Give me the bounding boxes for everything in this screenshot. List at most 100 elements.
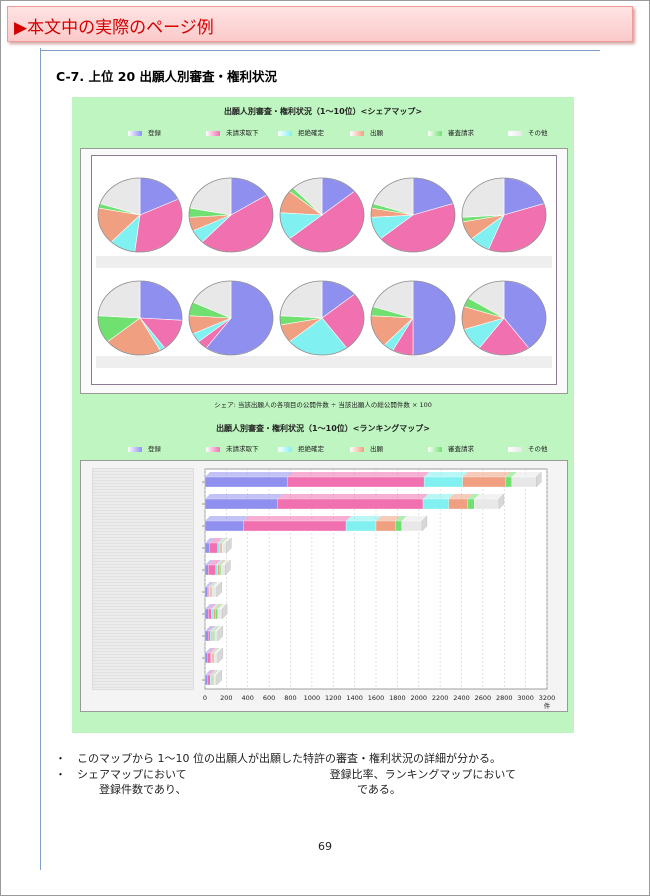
share-map-inner (91, 155, 557, 385)
top-rule (40, 50, 600, 51)
x-tick-label: 1600 (368, 694, 385, 702)
bar-segment (204, 498, 278, 510)
legend-item: 審査請求 (428, 127, 474, 137)
legend-label: 出願 (370, 129, 383, 137)
x-tick-label: 2000 (410, 694, 427, 702)
bar-segment-top (376, 516, 401, 521)
bar-segment-top (210, 582, 217, 587)
share-map-box (80, 148, 568, 394)
x-tick-label: 2400 (453, 694, 470, 702)
bar-segment-top (287, 472, 430, 477)
legend-swatch (350, 130, 364, 136)
legend-item: 審査請求 (428, 443, 474, 453)
bar-segment (423, 476, 463, 488)
bar-segment (210, 652, 213, 664)
x-tick-label: 600 (263, 694, 275, 702)
bar-segment-top (205, 648, 213, 653)
bar-segment (505, 476, 512, 488)
legend-label: 拒絶確定 (298, 129, 324, 137)
bar-segment-top (243, 516, 352, 521)
pie-chart (188, 280, 274, 356)
bar-segment-top (213, 670, 222, 675)
bar-end-cap (421, 515, 428, 532)
x-tick-label: 2200 (432, 694, 449, 702)
bar-segment (422, 498, 449, 510)
legend-label: 登録 (148, 445, 161, 453)
legend-swatch (206, 130, 220, 136)
share-note: シェア: 当該出願人の各項目の公開件数 ÷ 当該出願人の総公開件数 × 100 (214, 401, 432, 409)
x-tick-label: 800 (284, 694, 296, 702)
bar-segment (212, 630, 214, 642)
pie-slice (139, 280, 183, 321)
bar-segment-top (401, 516, 427, 521)
bar-segment-top (221, 560, 231, 565)
bullet-item: 登録件数であり、 である。 (55, 783, 401, 796)
bar-segment-top (205, 472, 293, 477)
bar-segment (220, 564, 226, 576)
bar-segment-top (209, 582, 216, 587)
pie-chart (188, 177, 274, 253)
legend-label: 拒絶確定 (298, 445, 324, 453)
section-title: C-7. 上位 20 出願人別審査・権利状況 (56, 69, 278, 84)
bar-segment-top (221, 538, 228, 543)
bar-segment-top (211, 604, 219, 609)
bar-segment-top (217, 604, 228, 609)
bar-segment-top (211, 582, 222, 587)
ranking-chart-title: 出願人別審査・権利状況（1～10位）<ランキングマップ> (216, 424, 430, 433)
legend-swatch (128, 130, 142, 136)
legend-label: その他 (528, 129, 548, 137)
bar-segment-top (205, 538, 215, 543)
applicant-name-list (92, 468, 194, 690)
bar-segment-top (208, 626, 216, 631)
bar-segment (210, 674, 212, 686)
bar-segment-top (208, 560, 221, 565)
bullet-item: ・ シェアマップにおいて 登録比率、ランキングマップにおいて (55, 768, 517, 781)
bar-segment (214, 630, 218, 642)
pie-outline (461, 280, 547, 356)
legend-item: 未請求取下 (206, 127, 259, 137)
bar-segment (213, 674, 217, 686)
legend-swatch (206, 446, 220, 452)
legend-swatch (278, 130, 292, 136)
bar-segment-top (210, 670, 217, 675)
bar-segment (206, 674, 211, 686)
bar-segment-top (424, 472, 468, 477)
bar-segment (211, 586, 217, 598)
pie-outline (188, 177, 274, 253)
bar-segment (209, 542, 218, 554)
bar-segment-top (505, 472, 517, 477)
bar-segment (375, 520, 396, 532)
bar-segment-top (219, 538, 227, 543)
legend-swatch (508, 446, 522, 452)
bar-segment-top (462, 472, 511, 477)
ranking-map-bars: 0 200 400 600 800 1000 1200 1400 1600 1800 2000 220… (202, 468, 555, 710)
x-tick-label: 2800 (496, 694, 513, 702)
bar-segment (217, 564, 221, 576)
bar-segment-top (217, 538, 225, 543)
bar-segment-top (217, 560, 225, 565)
bar-segment (395, 520, 402, 532)
bar-segment-top (213, 648, 220, 653)
pie-outline (97, 177, 183, 253)
bar-end-cap (216, 669, 222, 686)
pie-chart (279, 280, 365, 356)
bar-segment (211, 674, 213, 686)
bar-end-cap (225, 559, 231, 576)
bar-segment-top (208, 604, 217, 609)
bar-segment-top (474, 494, 504, 499)
legend-label: 審査請求 (448, 129, 474, 137)
bar-segment (208, 630, 211, 642)
bar-segment (474, 498, 500, 510)
bar-segment-top (277, 494, 429, 499)
bar-segment (219, 542, 222, 554)
bar-segment-top (211, 648, 219, 653)
pie-outline (370, 177, 456, 253)
bar-segment-top (205, 604, 214, 609)
legend-swatch (508, 130, 522, 136)
bar-end-cap (217, 647, 223, 664)
bar-segment-top (213, 604, 221, 609)
legend-label: 未請求取下 (226, 129, 259, 137)
bar-segment (204, 542, 210, 554)
bar-end-cap (217, 625, 223, 642)
bar-segment-top (205, 626, 214, 631)
